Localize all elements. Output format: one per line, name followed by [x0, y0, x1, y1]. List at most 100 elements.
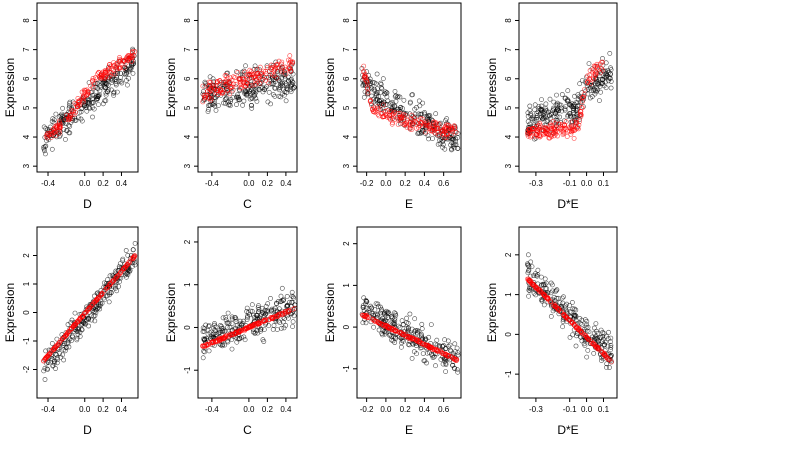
- data-point: [132, 262, 138, 268]
- data-point: [124, 58, 130, 64]
- data-point: [589, 340, 595, 346]
- data-point: [554, 106, 560, 112]
- data-point: [586, 329, 592, 334]
- data-point: [237, 318, 243, 324]
- data-point: [229, 346, 235, 352]
- data-point: [541, 302, 547, 308]
- data-point: [41, 124, 47, 130]
- data-point: [415, 130, 421, 136]
- data-point: [244, 91, 250, 97]
- data-point: [56, 118, 62, 124]
- data-point: [395, 122, 401, 127]
- data-point: [232, 330, 238, 336]
- data-point: [263, 78, 269, 83]
- data-point: [229, 316, 235, 322]
- data-point: [220, 315, 226, 321]
- data-point: [422, 110, 427, 115]
- data-point: [602, 339, 608, 345]
- data-point: [279, 69, 285, 75]
- data-point: [374, 93, 379, 98]
- data-point: [530, 129, 536, 135]
- data-point: [116, 78, 122, 84]
- data-point: [404, 122, 409, 128]
- data-point: [266, 80, 271, 86]
- data-point: [570, 299, 575, 305]
- data-point: [222, 73, 228, 78]
- data-point: [276, 311, 282, 317]
- data-point: [436, 121, 442, 127]
- data-point: [247, 96, 253, 102]
- data-point: [451, 145, 457, 151]
- data-point: [88, 83, 94, 89]
- data-point: [241, 98, 247, 104]
- data-point: [74, 337, 80, 343]
- data-point: [234, 339, 240, 345]
- data-point: [573, 307, 579, 313]
- data-point: [263, 303, 269, 309]
- data-point: [382, 322, 388, 328]
- data-point: [211, 84, 217, 90]
- data-point: [565, 112, 571, 118]
- data-point: [90, 78, 95, 84]
- data-point: [409, 355, 415, 361]
- data-point: [578, 320, 583, 326]
- data-point: [559, 295, 565, 301]
- data-point: [288, 89, 294, 95]
- data-point: [534, 111, 540, 116]
- data-point: [116, 65, 122, 71]
- data-point: [593, 72, 599, 77]
- data-point: [257, 81, 263, 87]
- data-point: [593, 70, 599, 76]
- data-point: [392, 321, 397, 327]
- data-point: [597, 98, 602, 103]
- y-tick-label: 7: [504, 47, 513, 52]
- scatter-panel-5: -0.4 0.0 0.2 0.4 -2 -1 0 1 2 D Expression: [3, 226, 139, 437]
- data-point: [548, 280, 554, 286]
- data-point: [120, 258, 125, 263]
- data-point: [597, 334, 603, 340]
- data-point: [271, 323, 277, 328]
- data-point: [545, 130, 551, 136]
- x-tick-label: 0.2: [98, 179, 110, 188]
- y-tick-label: 8: [183, 18, 192, 23]
- data-point: [373, 97, 379, 103]
- plot-frame: [518, 226, 618, 399]
- data-point: [575, 325, 580, 331]
- data-point: [454, 357, 460, 362]
- data-point: [569, 126, 575, 132]
- data-point: [364, 299, 370, 305]
- data-point: [434, 348, 440, 354]
- data-point: [563, 104, 569, 109]
- data-point: [250, 323, 256, 328]
- data-point: [362, 89, 368, 95]
- data-point: [290, 306, 296, 312]
- data-point: [53, 133, 59, 138]
- data-point: [206, 348, 212, 354]
- data-point: [589, 88, 594, 93]
- data-point: [129, 49, 135, 54]
- data-point: [577, 316, 583, 321]
- data-point: [104, 285, 110, 291]
- data-point: [211, 101, 217, 106]
- x-tick-label: -0.3: [529, 405, 543, 414]
- data-point: [399, 331, 404, 336]
- data-point: [412, 328, 418, 334]
- data-point: [553, 288, 559, 294]
- data-point: [401, 97, 407, 103]
- data-point: [288, 59, 294, 65]
- data-point: [553, 304, 558, 310]
- scatter-panel-3: -0.2 0.0 0.2 0.4 0.6 3 4 5 6 7 8 E Expression: [323, 2, 462, 211]
- data-point: [588, 81, 593, 86]
- data-point: [416, 117, 422, 123]
- x-axis-label: D: [83, 197, 92, 211]
- data-point: [608, 344, 614, 350]
- data-point: [100, 101, 106, 107]
- x-tick-label: -0.4: [205, 405, 219, 414]
- data-point: [428, 344, 434, 350]
- data-point: [606, 329, 611, 335]
- data-point: [387, 325, 393, 331]
- x-tick-label: 0.0: [581, 179, 593, 188]
- data-point: [443, 369, 448, 374]
- data-point: [378, 85, 384, 91]
- data-point: [95, 80, 100, 86]
